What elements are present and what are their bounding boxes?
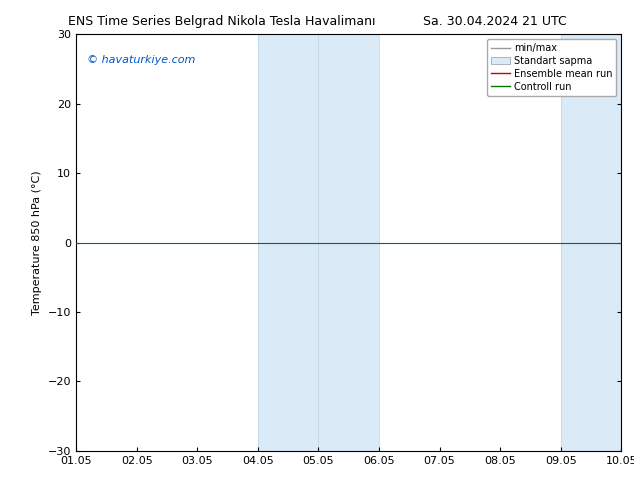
Text: © havaturkiye.com: © havaturkiye.com: [87, 55, 195, 65]
Legend: min/max, Standart sapma, Ensemble mean run, Controll run: min/max, Standart sapma, Ensemble mean r…: [487, 39, 616, 96]
Bar: [318, 34, 379, 451]
Y-axis label: Temperature 850 hPa (°C): Temperature 850 hPa (°C): [32, 170, 42, 315]
Text: Sa. 30.04.2024 21 UTC: Sa. 30.04.2024 21 UTC: [423, 15, 566, 28]
Bar: [258, 34, 318, 451]
Bar: [560, 34, 621, 451]
Text: ENS Time Series Belgrad Nikola Tesla Havalimanı: ENS Time Series Belgrad Nikola Tesla Hav…: [68, 15, 376, 28]
